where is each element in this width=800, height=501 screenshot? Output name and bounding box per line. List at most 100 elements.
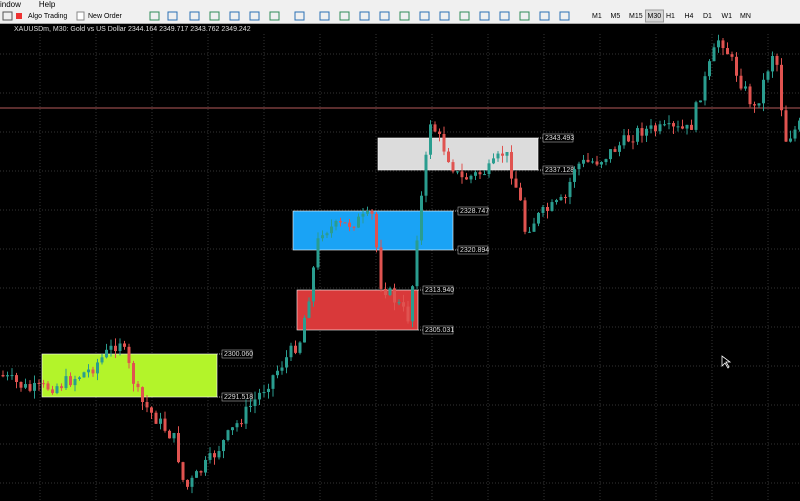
timeframe-button[interactable]: M30 xyxy=(648,13,662,20)
candle-body xyxy=(132,363,135,384)
candle-body xyxy=(519,187,522,201)
candle-body xyxy=(703,76,707,101)
candle-body xyxy=(136,383,140,388)
candle-body xyxy=(771,55,774,72)
candle-body xyxy=(451,162,455,172)
candle-body xyxy=(586,159,590,162)
order-icon[interactable] xyxy=(76,11,85,21)
candle-body xyxy=(447,151,450,163)
candle-body xyxy=(726,48,729,55)
chart-header: XAUUSDm, M30: Gold vs US Dollar 2344.164… xyxy=(14,26,251,33)
toolbar-icon[interactable] xyxy=(2,11,13,21)
toolbar-icon[interactable] xyxy=(339,11,350,21)
candle-body xyxy=(267,388,270,393)
toolbar-icon[interactable] xyxy=(229,11,240,21)
candle-body xyxy=(744,86,747,89)
toolbar-icon[interactable] xyxy=(359,11,370,21)
zone-price-label: 2305.031 xyxy=(425,327,454,334)
candle-body xyxy=(127,346,131,364)
candle-body xyxy=(199,471,203,473)
timeframe-button[interactable]: H1 xyxy=(666,13,675,20)
timeframe-button[interactable]: D1 xyxy=(703,13,712,20)
toolbar-icon[interactable] xyxy=(459,11,470,21)
timeframe-button[interactable]: M15 xyxy=(629,13,643,20)
candle-body xyxy=(469,175,473,180)
candle-body xyxy=(118,343,122,352)
candle-body xyxy=(303,317,306,343)
candle-body xyxy=(600,162,603,165)
candle-body xyxy=(676,126,680,128)
candle-body xyxy=(555,200,558,203)
candle-body xyxy=(708,61,711,77)
candle-body xyxy=(694,102,698,130)
candle-body xyxy=(28,384,32,391)
toolbar-icon[interactable] xyxy=(479,11,490,21)
candle-body xyxy=(325,233,329,236)
zone-label-bg xyxy=(457,245,489,255)
candle-body xyxy=(460,171,464,178)
candle-body xyxy=(487,163,491,175)
timeframe-button[interactable]: M5 xyxy=(611,13,621,20)
zone-price-label: 2328.747 xyxy=(460,208,489,215)
candle-body xyxy=(663,124,666,126)
candle-body xyxy=(492,158,495,164)
candle-body xyxy=(289,345,293,358)
toolbar-icon[interactable] xyxy=(519,11,530,21)
toolbar-icon[interactable] xyxy=(379,11,390,21)
candle-body xyxy=(739,75,743,89)
candle-body xyxy=(537,212,540,224)
candle-body xyxy=(42,383,45,385)
candle-body xyxy=(280,367,284,371)
mouse-cursor xyxy=(721,355,732,369)
zone-price-label: 2320.894 xyxy=(460,247,489,254)
candle-body xyxy=(244,406,248,424)
timeframe-button[interactable]: M1 xyxy=(592,13,602,20)
candle-body xyxy=(249,405,252,407)
chart-area: XAUUSDm, M30: Gold vs US Dollar 2344.164… xyxy=(0,24,800,501)
algo-icon[interactable] xyxy=(16,13,22,19)
toolbar-icon[interactable] xyxy=(499,11,510,21)
toolbar-icon[interactable] xyxy=(539,11,550,21)
candle-body xyxy=(672,123,675,127)
timeframe-button[interactable]: H4 xyxy=(685,13,694,20)
toolbar-icon[interactable] xyxy=(319,11,330,21)
toolbar-icon[interactable] xyxy=(149,11,160,21)
toolbar-icon[interactable] xyxy=(167,11,178,21)
algo-trading-button[interactable]: Algo Trading xyxy=(28,13,67,20)
candle-body xyxy=(366,210,369,214)
candle-body xyxy=(213,453,216,458)
new-order-button[interactable]: New Order xyxy=(88,13,123,20)
toolbar-icon[interactable] xyxy=(249,11,260,21)
candle-body xyxy=(370,210,374,214)
toolbar-icon[interactable] xyxy=(269,11,280,21)
candle-body xyxy=(240,423,243,425)
toolbar-icon[interactable] xyxy=(559,11,570,21)
candle-body xyxy=(681,126,684,129)
candle-body xyxy=(379,247,383,289)
candle-body xyxy=(613,149,617,152)
toolbar-icon[interactable] xyxy=(294,11,305,21)
candle-body xyxy=(532,223,536,232)
candle-body xyxy=(298,342,302,353)
toolbar-icon[interactable] xyxy=(189,11,200,21)
toolbar-icon[interactable] xyxy=(399,11,410,21)
menu-item[interactable]: indow xyxy=(0,0,21,9)
zone-label-bg xyxy=(221,392,253,402)
candle-body xyxy=(393,288,396,303)
menu-item[interactable]: Help xyxy=(38,0,56,9)
candle-body xyxy=(645,128,648,136)
candle-body xyxy=(564,196,567,198)
timeframe-button[interactable]: W1 xyxy=(722,13,733,20)
candle-body xyxy=(721,40,725,49)
candle-body xyxy=(636,128,639,142)
candle-body xyxy=(37,382,41,384)
candle-body xyxy=(757,103,761,106)
toolbar-icon[interactable] xyxy=(209,11,220,21)
toolbar-icon[interactable] xyxy=(419,11,430,21)
candle-body xyxy=(780,64,783,111)
timeframe-button[interactable]: MN xyxy=(740,13,751,20)
candle-body xyxy=(411,286,414,322)
zone-price-label: 2291.518 xyxy=(224,394,253,401)
candle-body xyxy=(654,125,657,132)
toolbar-icon[interactable] xyxy=(439,11,450,21)
